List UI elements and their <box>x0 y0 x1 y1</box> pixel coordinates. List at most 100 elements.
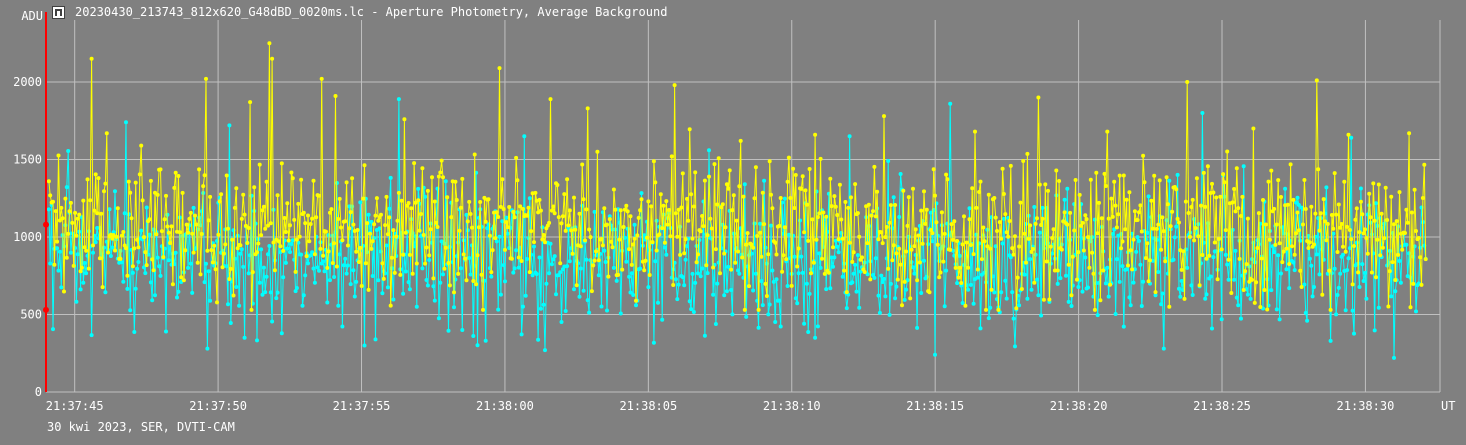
series-cyan-point <box>559 320 564 324</box>
series-yellow-point <box>1109 196 1114 201</box>
series-yellow-point <box>202 173 207 178</box>
series-yellow-point <box>950 237 955 242</box>
series-yellow-point <box>158 167 163 172</box>
series-yellow-point <box>465 219 470 224</box>
series-yellow-point <box>1241 288 1246 292</box>
series-yellow-point <box>676 207 681 212</box>
series-yellow-point <box>286 238 291 243</box>
series-yellow-point <box>638 208 643 213</box>
y-tick-label: 500 <box>20 308 42 322</box>
series-yellow-point <box>1044 259 1049 264</box>
series-yellow-point <box>992 196 997 200</box>
series-yellow-point <box>198 272 203 277</box>
series-yellow-point <box>1024 260 1028 265</box>
series-yellow-point <box>1052 268 1057 273</box>
series-yellow-point <box>737 184 742 189</box>
series-cyan-point <box>515 210 520 215</box>
series-yellow-point <box>1033 221 1038 226</box>
series-cyan-point <box>1203 296 1208 301</box>
series-cyan-point <box>147 232 152 237</box>
series-yellow-point <box>1328 307 1333 312</box>
series-yellow-point <box>1019 287 1024 291</box>
series-cyan-point <box>1037 230 1042 235</box>
series-yellow-point <box>278 244 283 249</box>
series-cyan-point <box>807 291 812 296</box>
series-cyan-point <box>1307 256 1312 261</box>
series-cyan-point <box>628 290 633 295</box>
series-yellow-point <box>1072 228 1077 233</box>
series-yellow-point <box>679 205 684 210</box>
series-yellow-point <box>464 278 469 283</box>
series-yellow-point <box>1420 196 1425 200</box>
series-cyan-point <box>532 244 536 249</box>
series-yellow-point <box>194 222 199 227</box>
series-cyan-point <box>1303 310 1308 315</box>
series-yellow-point <box>406 201 411 205</box>
series-yellow-point <box>343 219 348 224</box>
series-yellow-point <box>785 179 790 184</box>
series-cyan-point <box>618 311 623 316</box>
series-yellow-point <box>774 252 779 257</box>
series-yellow-point <box>1022 231 1027 236</box>
series-yellow-point <box>312 252 317 257</box>
series-yellow-point <box>209 248 214 253</box>
series-yellow-point <box>829 204 834 209</box>
series-yellow-point <box>1334 212 1339 217</box>
series-yellow-point <box>177 230 182 235</box>
series-yellow-point <box>147 217 152 222</box>
series-yellow-point <box>89 56 94 61</box>
series-yellow-point <box>519 259 524 263</box>
series-cyan-point <box>1095 313 1100 318</box>
series-yellow-point <box>560 214 565 219</box>
series-yellow-point <box>1003 212 1008 217</box>
series-cyan-point <box>354 279 359 284</box>
series-yellow-point <box>715 202 720 207</box>
series-yellow-point <box>646 199 651 204</box>
series-cyan-point <box>255 338 259 343</box>
series-cyan-point <box>202 280 207 285</box>
series-cyan-point <box>705 271 710 276</box>
series-yellow-point <box>1068 210 1073 215</box>
series-yellow-point <box>421 233 426 237</box>
series-yellow-point <box>1267 237 1272 242</box>
series-yellow-point <box>1028 223 1033 228</box>
series-yellow-point <box>370 239 375 244</box>
series-cyan-point <box>446 328 451 333</box>
series-yellow-point <box>1040 216 1045 221</box>
series-yellow-point <box>249 307 254 312</box>
series-yellow-point <box>1121 173 1126 178</box>
series-yellow-point <box>67 209 72 214</box>
series-cyan-point <box>336 303 341 308</box>
series-yellow-point <box>1200 253 1205 257</box>
series-yellow-point <box>1212 240 1217 245</box>
series-cyan-point <box>1269 288 1274 293</box>
series-yellow-point <box>304 254 309 259</box>
series-yellow-point <box>902 279 907 284</box>
series-yellow-point <box>289 170 294 175</box>
series-yellow-point <box>937 275 942 280</box>
series-cyan-point <box>1153 293 1158 298</box>
series-cyan-point <box>558 270 563 275</box>
series-yellow-point <box>1400 247 1405 252</box>
series-yellow-point <box>636 215 641 220</box>
series-cyan-point <box>693 280 698 285</box>
series-cyan-point <box>1208 274 1213 279</box>
series-yellow-point <box>1159 247 1164 252</box>
series-yellow-point <box>514 155 519 160</box>
series-yellow-point <box>1325 222 1330 226</box>
series-cyan-point <box>500 219 505 224</box>
series-yellow-point <box>583 238 587 243</box>
series-yellow-point <box>100 285 105 290</box>
series-cyan-point <box>599 304 604 309</box>
series-cyan-point <box>879 273 884 278</box>
series-yellow-point <box>170 282 175 287</box>
series-yellow-point <box>781 253 786 258</box>
series-yellow-point <box>540 237 545 242</box>
series-yellow-point <box>610 245 615 250</box>
series-yellow-point <box>995 229 999 233</box>
series-yellow-point <box>208 194 213 199</box>
series-yellow-point <box>252 185 257 190</box>
series-cyan-point <box>197 215 202 220</box>
series-yellow-point <box>982 239 987 244</box>
